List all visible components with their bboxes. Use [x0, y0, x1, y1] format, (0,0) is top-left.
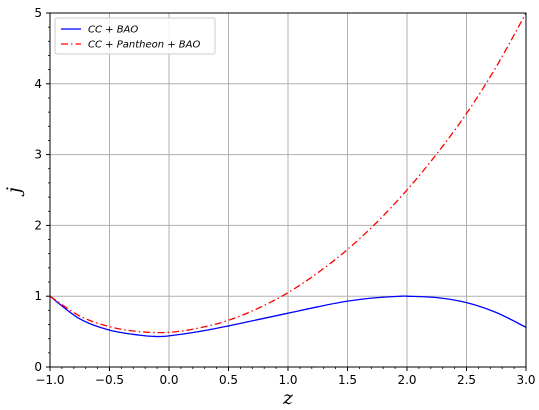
x-tick-label: 0.0 — [159, 373, 178, 387]
y-tick-label: 2 — [34, 218, 42, 232]
x-tick-label: 0.5 — [219, 373, 238, 387]
y-tick-label: 0 — [34, 360, 42, 374]
x-tick-label: −1.0 — [35, 373, 64, 387]
legend-box — [54, 17, 216, 55]
grid — [49, 12, 527, 368]
series-lines — [50, 13, 526, 338]
series-line-1 — [50, 295, 526, 338]
legend-label: CC + BAO — [88, 25, 138, 36]
x-tick-label: −0.5 — [95, 373, 124, 387]
axis-ticks: −1.0 −0.5 0.0 0.5 1.0 1.5 2.0 2.5 3.0 0 1 2 3 4 5 — [34, 6, 535, 387]
x-tick-label: 3.0 — [516, 373, 535, 387]
x-axis-title: z — [282, 387, 294, 409]
x-tick-label: 1.0 — [278, 373, 297, 387]
x-tick-label: 1.5 — [338, 373, 357, 387]
legend-label: CC + Pantheon + BAO — [88, 40, 201, 51]
y-tick-label: 3 — [34, 148, 42, 162]
y-tick-label: 4 — [34, 77, 42, 91]
x-tick-label: 2.0 — [397, 373, 416, 387]
y-tick-label: 1 — [34, 289, 42, 303]
x-tick-label: 2.5 — [457, 373, 476, 387]
y-axis-title: j — [3, 187, 25, 197]
legend: CC + BAO CC + Pantheon + BAO — [54, 17, 216, 55]
y-tick-label: 5 — [34, 6, 42, 20]
series-line-2 — [50, 13, 526, 334]
